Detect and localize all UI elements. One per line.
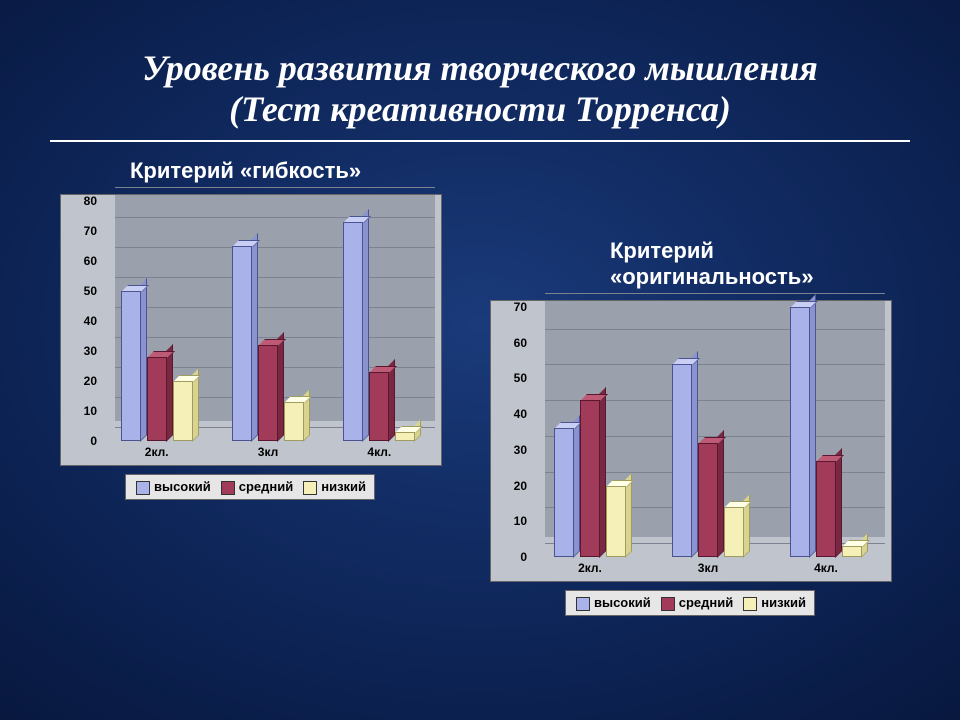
legend-swatch <box>743 597 757 611</box>
bar-low <box>842 546 862 557</box>
x-tick-label: 3кл <box>649 561 767 575</box>
title-line-1: Уровень развития творческого мышления <box>142 48 818 88</box>
y-tick-label: 80 <box>61 194 97 208</box>
y-tick-label: 30 <box>61 344 97 358</box>
bar-low <box>284 402 304 441</box>
y-tick-label: 40 <box>491 407 527 421</box>
y-tick-label: 0 <box>491 550 527 564</box>
y-tick-label: 70 <box>491 300 527 314</box>
y-tick-label: 60 <box>491 336 527 350</box>
legend-swatch <box>576 597 590 611</box>
y-tick-label: 30 <box>491 443 527 457</box>
bar-low <box>724 507 744 557</box>
y-tick-label: 10 <box>61 404 97 418</box>
y-tick-label: 40 <box>61 314 97 328</box>
legend-swatch <box>221 481 235 495</box>
bar-high <box>554 428 574 557</box>
legend-label: высокий <box>154 479 211 494</box>
bar-medium <box>369 372 389 441</box>
legend-label: средний <box>679 595 734 610</box>
bar-high <box>121 291 141 441</box>
x-tick-label: 3кл <box>212 445 323 459</box>
legend-swatch <box>136 481 150 495</box>
bar-medium <box>580 400 600 557</box>
bar-medium <box>258 345 278 441</box>
bar-medium <box>147 357 167 441</box>
legend: высокий средний низкий <box>125 474 375 500</box>
legend: высокий средний низкий <box>565 590 815 616</box>
legend-label: низкий <box>761 595 806 610</box>
legend-label: средний <box>239 479 294 494</box>
bar-high <box>790 307 810 557</box>
plot-area: 0 10 20 30 40 50 60 70 80 2кл.3кл4кл. <box>60 194 442 466</box>
bar-medium <box>816 461 836 557</box>
chart-originality: Критерий «оригинальность» 0 10 20 30 40 50 60 70… <box>490 238 910 616</box>
bar-low <box>395 432 415 441</box>
x-tick-label: 2кл. <box>531 561 649 575</box>
chart-subtitle: Критерий «оригинальность» <box>610 238 910 290</box>
legend-label: низкий <box>321 479 366 494</box>
chart-subtitle: Критерий «гибкость» <box>130 158 460 184</box>
legend-label: высокий <box>594 595 651 610</box>
y-tick-label: 70 <box>61 224 97 238</box>
legend-swatch <box>303 481 317 495</box>
bar-low <box>173 381 193 441</box>
y-tick-label: 60 <box>61 254 97 268</box>
bar-low <box>606 486 626 557</box>
title-line-2: (Тест креативности Торренса) <box>229 89 731 129</box>
y-tick-label: 50 <box>61 284 97 298</box>
y-tick-label: 0 <box>61 434 97 448</box>
slide-title: Уровень развития творческого мышления (Т… <box>0 48 960 131</box>
y-tick-label: 10 <box>491 514 527 528</box>
chart-flexibility: Критерий «гибкость» 0 10 20 30 40 50 60 70 80 2кл.… <box>60 158 460 500</box>
y-tick-label: 50 <box>491 371 527 385</box>
y-tick-label: 20 <box>491 479 527 493</box>
x-tick-label: 2кл. <box>101 445 212 459</box>
legend-swatch <box>661 597 675 611</box>
y-tick-label: 20 <box>61 374 97 388</box>
title-underline <box>50 140 910 142</box>
bar-medium <box>698 443 718 557</box>
x-tick-label: 4кл. <box>324 445 435 459</box>
bar-high <box>343 222 363 441</box>
bar-high <box>232 246 252 441</box>
bar-high <box>672 364 692 557</box>
plot-area: 0 10 20 30 40 50 60 70 2кл.3кл4кл. <box>490 300 892 582</box>
slide: { "title_line1": "Уровень развития творч… <box>0 0 960 720</box>
x-tick-label: 4кл. <box>767 561 885 575</box>
